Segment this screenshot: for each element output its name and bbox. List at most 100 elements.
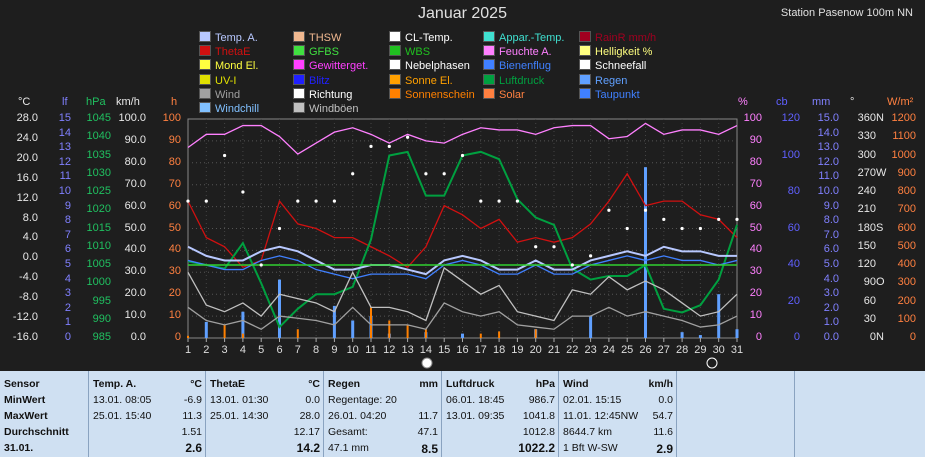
temp-column: Temp. A. °C 13.01. 08:05 -6.9 25.01. 15:40…: [88, 371, 206, 457]
axis-tick-cb: 60: [787, 221, 800, 234]
axis-tick-h: 10: [168, 309, 181, 322]
wind-current: 2.9: [656, 442, 673, 456]
axis-tick-mm: 9.0: [823, 199, 839, 212]
theta-min-time: 13.01. 01:30: [210, 394, 269, 406]
axis-tick-hpa: 1005: [86, 258, 111, 270]
temp-unit: °C: [190, 378, 202, 390]
axis-tick-c: 8.0: [22, 211, 38, 224]
rain-bar: [332, 305, 336, 338]
legend-label: Gewitterget.: [309, 60, 369, 73]
rain-days: Regentage: 20: [328, 394, 397, 406]
legend-label: Helligkeit %: [595, 46, 653, 59]
wind-min: 0.0: [658, 394, 673, 406]
axis-tick-lf: 4: [64, 272, 71, 285]
legend-label: Solar: [499, 88, 525, 101]
temp-max-time: 25.01. 15:40: [93, 410, 152, 422]
axis-unit-mm: mm: [812, 96, 831, 108]
wind-direction-dot: [332, 199, 336, 203]
axis-tick-mm: 11.0: [818, 170, 839, 183]
wind-direction-dot: [534, 245, 538, 249]
axis-tick-kmh: 20.0: [124, 287, 146, 300]
axis-tick-pct: 80: [749, 155, 762, 168]
pressure-max: 1041.8: [522, 410, 555, 422]
sunshine-bar: [370, 307, 372, 338]
sunshine-bar: [424, 329, 427, 338]
chart-title: Januar 2025: [418, 5, 507, 22]
axis-direction-label: N: [876, 112, 884, 124]
legend-label: Appar.-Temp.: [499, 32, 565, 44]
legend-item: Sonnenschein: [389, 87, 475, 101]
axis-tick-pct: 20: [749, 287, 762, 300]
legend-label: Temp. A.: [215, 32, 258, 44]
axis-tick-kmh: 0.0: [130, 331, 146, 343]
axis-tick-lf: 8: [64, 214, 71, 227]
legend-label: Wind: [215, 88, 241, 101]
axis-unit-hpa: hPa: [86, 96, 106, 108]
x-tick-label: 9: [331, 344, 338, 356]
axis-tick-lf: 9: [64, 199, 71, 212]
axis-tick-deg: 120: [857, 258, 876, 270]
axis-tick-mm: 8.0: [823, 214, 839, 227]
wind-direction-dot: [204, 199, 208, 203]
axis-tick-mm: 6.0: [823, 243, 839, 256]
axis-tick-c: 16.0: [16, 171, 38, 184]
series-line: [187, 122, 738, 155]
axis-tick-c: -12.0: [12, 311, 38, 324]
axis-unit-h: h: [171, 96, 178, 108]
axis-tick-hpa: 1035: [86, 148, 111, 161]
rain-current: 8.5: [421, 442, 438, 456]
axis-tick-deg: 60: [863, 294, 876, 307]
axis-tick-c: 20.0: [16, 151, 38, 164]
rain-sum: 47.1 mm: [328, 442, 369, 454]
temp-header: Temp. A.: [93, 378, 137, 390]
sunshine-bar: [406, 324, 409, 338]
temp-max: 11.3: [182, 410, 202, 422]
legend-label: Sonne El.: [405, 74, 453, 87]
wind-min-time: 02.01. 15:15: [563, 394, 622, 406]
axis-tick-cb: 0: [793, 331, 800, 343]
legend-item: Helligkeit %: [579, 45, 652, 58]
x-tick-label: 31: [730, 344, 744, 356]
rain-bar: [644, 167, 647, 338]
wind-direction-dot: [497, 199, 501, 203]
legend-label: Bienenflug: [499, 60, 551, 73]
axis-tick-c: 28.0: [16, 112, 38, 124]
wind-direction-dot: [369, 144, 373, 148]
axis-tick-lf: 5: [64, 258, 71, 270]
axis-direction-label: O: [876, 276, 885, 289]
legend-item: Mond El.: [199, 59, 258, 72]
empty-column: [676, 371, 795, 457]
x-tick-label: 16: [456, 344, 469, 356]
wind-direction-dot: [223, 153, 227, 158]
legend-item: Gewitterget.: [293, 59, 368, 72]
axis-tick-h: 50: [168, 221, 181, 234]
min-label: MinWert: [4, 394, 46, 406]
axis-tick-cb: 80: [787, 185, 800, 197]
axis-tick-c: -16.0: [12, 331, 38, 343]
axis-tick-deg: 330: [857, 130, 876, 143]
axis-tick-lf: 14: [58, 126, 71, 139]
wind-direction-dot: [717, 217, 721, 221]
x-tick-label: 24: [602, 344, 616, 356]
theta-header: ThetaE: [210, 378, 246, 390]
legend-label: GFBS: [309, 46, 339, 59]
legend-item: Taupunkt: [579, 87, 640, 101]
series-line: [187, 172, 738, 269]
axis-tick-deg: 360: [857, 112, 876, 124]
pressure-min-time: 06.01. 18:45: [446, 394, 505, 406]
legend-item: Windchill: [199, 102, 259, 115]
axis-tick-mm: 3.0: [823, 287, 839, 300]
axis-tick-wm2: 400: [897, 258, 916, 270]
axis-unit-pct: %: [738, 96, 748, 108]
wind-direction-dot: [460, 153, 465, 158]
wind-max-time: 11.01. 12:45: [563, 410, 621, 422]
legend-swatch: [579, 73, 591, 85]
axis-tick-mm: 5.0: [823, 258, 839, 270]
legend-swatch: [579, 87, 591, 99]
axis-tick-deg: 270: [857, 166, 876, 179]
axis-tick-cb: 100: [781, 148, 800, 161]
rain-bar: [589, 316, 593, 338]
axis-tick-h: 30: [168, 265, 181, 278]
axis-tick-deg: 150: [857, 239, 876, 252]
legend-label: Taupunkt: [595, 88, 640, 101]
